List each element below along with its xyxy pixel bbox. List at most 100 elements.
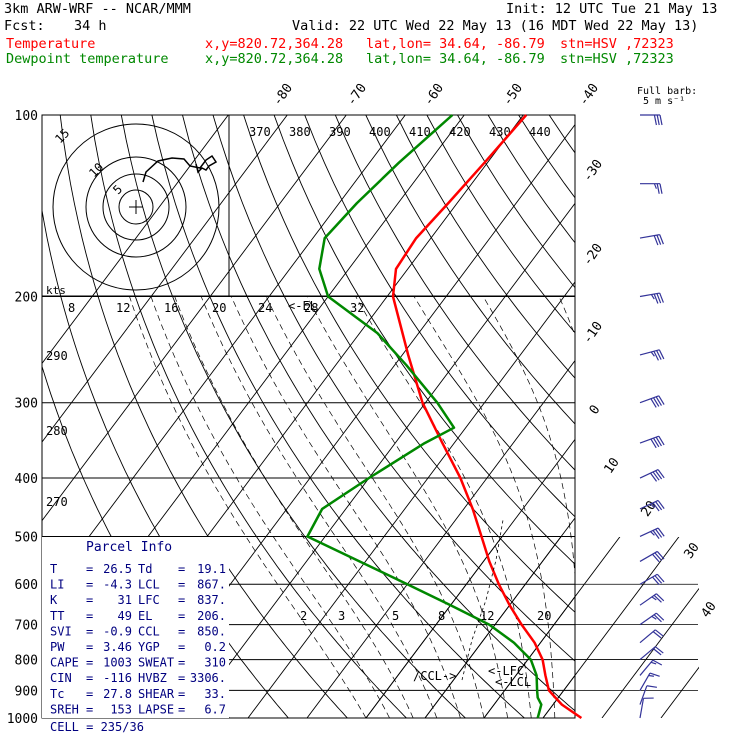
parcel-param-eq: =: [178, 562, 185, 576]
barb-flag: [656, 573, 665, 583]
parcel-param-value: 310: [204, 656, 226, 670]
parcel-param-eq: =: [178, 578, 185, 592]
parcel-param-eq: =: [86, 640, 93, 654]
barb-flag: [656, 114, 660, 126]
parcel-param-value: 153: [110, 702, 132, 716]
barb-staff: [639, 435, 659, 444]
barb-flag: [653, 235, 659, 246]
parcel-param-name: CAPE: [50, 656, 79, 670]
parcel-param-value: 1003: [103, 656, 132, 670]
profile-lines: [306, 114, 583, 720]
parcel-param-name: YGP: [138, 640, 160, 654]
barb-flag: [656, 293, 662, 304]
pressure-tick-label: 100: [15, 109, 38, 124]
moist-adiabat: [306, 296, 508, 718]
barb-flag: [653, 397, 660, 407]
dry-adiabat: [733, 115, 740, 718]
parcel-param-name: HVBZ: [138, 671, 167, 685]
isotherm: [661, 115, 740, 718]
parcel-param-value: -4.3: [103, 578, 132, 592]
isotherm: [306, 359, 575, 718]
barb-flag: [659, 292, 664, 303]
barb-flag: [654, 629, 664, 637]
valid-time: Valid: 22 UTC Wed 22 May 13 (16 MDT Wed …: [292, 18, 699, 34]
dry-adiabat: [641, 115, 740, 718]
barb-flag: [654, 646, 664, 654]
chart-header: 3km ARW-WRF -- NCAR/MMM Init: 12 UTC Tue…: [0, 0, 740, 70]
isotherm-label: 40: [698, 599, 719, 620]
parcel-param-eq: =: [86, 656, 93, 670]
hodograph-ring-label: 5: [110, 182, 125, 197]
theta-label: 410: [409, 125, 431, 139]
barb-flag: [655, 436, 662, 447]
barb-flag: [655, 528, 663, 538]
theta-side-label: 290: [46, 349, 68, 363]
pressure-tick-label: 700: [15, 619, 38, 634]
barb-flag: [652, 530, 660, 539]
moist-adiabat: [230, 296, 461, 718]
temperature-latlon: lat,lon= 34.64, -86.79: [366, 36, 545, 52]
barb-flag: [652, 648, 662, 656]
barb-flag: [654, 552, 663, 561]
hodograph-ring: [85, 156, 187, 258]
barb-flag: [653, 614, 662, 623]
isotherm-label: 0: [587, 402, 604, 417]
pressure-tick-label: 600: [15, 578, 38, 593]
barb-staff: [639, 550, 658, 562]
mixing-ratio-label: 3: [338, 609, 345, 623]
lfc-marker: <-LFC: [488, 664, 524, 678]
dry-adiabat: [548, 115, 575, 154]
temperature-profile: [391, 114, 583, 720]
wind-barb: [639, 629, 664, 644]
isotherm-label: -80: [270, 81, 296, 109]
parcel-param-name: K: [50, 593, 58, 607]
barb-staff: [639, 659, 654, 676]
parcel-param-name: PW: [50, 640, 65, 654]
parcel-param-eq: =: [86, 609, 93, 623]
parcel-param-value: 27.8: [103, 687, 132, 701]
barb-staff: [639, 234, 660, 239]
isotherm-label: 20: [638, 498, 659, 519]
isotherm: [424, 517, 575, 718]
parcel-param-eq: =: [178, 671, 185, 685]
dry-adiabat: [212, 115, 575, 662]
isotherm: [602, 115, 740, 718]
parcel-cell: CELL = 235/36: [50, 720, 144, 734]
barb-flag: [652, 659, 663, 666]
hodograph-ring: [118, 189, 154, 225]
hodograph-ring: [52, 123, 220, 291]
barb-legend-speed: 5 m s⁻¹: [643, 96, 685, 107]
barb-staff: [639, 292, 660, 298]
isotherm: [42, 115, 288, 443]
wind-barb: [639, 349, 665, 361]
parcel-param-name: Td: [138, 562, 152, 576]
theta-label: 440: [529, 125, 551, 139]
wind-barb: [639, 550, 665, 563]
barb-flag: [655, 593, 665, 602]
parcel-param-eq: =: [86, 578, 93, 592]
dry-adiabat: [395, 115, 575, 379]
barb-flag: [650, 398, 657, 408]
isotherm-label: -30: [580, 157, 606, 185]
hodograph-tick: 32: [350, 301, 364, 315]
hodograph: 5 10 15: [42, 115, 575, 297]
barb-flag: [650, 294, 655, 300]
theta-label: 420: [449, 125, 471, 139]
pressure-tick-label: 1000: [7, 712, 38, 727]
barb-flag: [656, 350, 662, 360]
barb-staff: [639, 612, 657, 626]
dewpoint-xy: x,y=820.72,364.28: [205, 51, 344, 67]
hodograph-ring: [102, 173, 170, 241]
barb-flag: [658, 349, 665, 360]
isotherm-ext: [365, 537, 503, 718]
barb-flag: [657, 500, 665, 510]
parcel-param-value: 26.5: [103, 562, 132, 576]
lcl-marker: <-LCL: [495, 675, 531, 689]
parcel-param-value: 837.: [197, 593, 226, 607]
moist-adiabat: [150, 296, 390, 718]
isotherm: [247, 281, 575, 718]
barb-flag: [651, 615, 657, 620]
isotherm: [188, 202, 575, 718]
isotherm-label: -60: [421, 81, 447, 109]
pressure-tick-label: 800: [15, 654, 38, 669]
